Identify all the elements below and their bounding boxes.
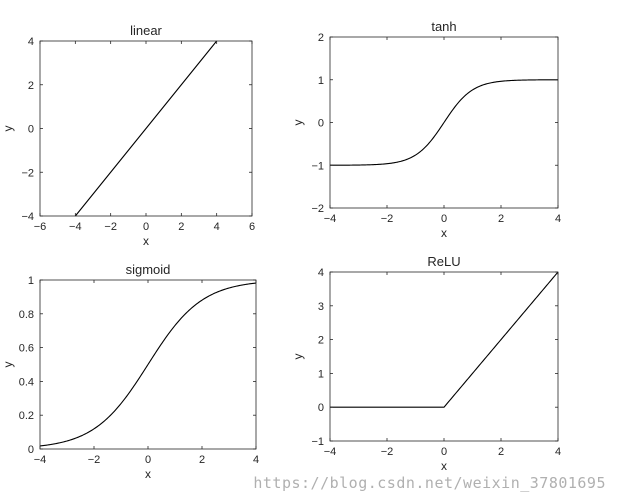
x-tick-label: −4 bbox=[69, 221, 82, 233]
subplot-sigmoid: −4 −2 0 2 4 0 0.2 0.4 0.6 0.8 1 sigmoid x y bbox=[1, 262, 259, 481]
y-tick-label: −1 bbox=[311, 436, 324, 448]
x-tick-label: 4 bbox=[214, 221, 220, 233]
y-tick-label: 1 bbox=[318, 75, 324, 87]
x-tick-label: 2 bbox=[498, 213, 504, 225]
x-tick-label: −6 bbox=[34, 221, 47, 233]
x-tick-label: −2 bbox=[381, 213, 394, 225]
y-tick-label: 4 bbox=[318, 267, 324, 279]
y-tick-label: −1 bbox=[311, 160, 324, 172]
x-tick-label: 2 bbox=[178, 221, 184, 233]
y-axis-label: y bbox=[1, 126, 15, 132]
x-tick-label: 4 bbox=[253, 454, 259, 466]
y-tick-label: 4 bbox=[28, 36, 34, 48]
y-tick-label: −2 bbox=[21, 167, 34, 179]
y-tick-label: 1 bbox=[28, 275, 34, 287]
chart-title: ReLU bbox=[427, 254, 460, 269]
x-tick-label: 0 bbox=[441, 446, 447, 458]
series-line-tanh bbox=[330, 79, 558, 166]
x-tick-label: 2 bbox=[199, 454, 205, 466]
y-axis-label: y bbox=[291, 120, 305, 126]
x-tick-label: −4 bbox=[324, 446, 337, 458]
y-axis-label: y bbox=[1, 362, 15, 368]
x-tick-label: 6 bbox=[249, 221, 255, 233]
x-axis-label: x bbox=[143, 234, 149, 248]
y-tick-label: 2 bbox=[318, 335, 324, 347]
y-tick-label: 0.4 bbox=[19, 376, 34, 388]
chart-title: linear bbox=[130, 23, 162, 38]
y-tick-label: −4 bbox=[21, 211, 34, 223]
x-tick-label: 2 bbox=[498, 446, 504, 458]
chart-title: sigmoid bbox=[126, 262, 171, 277]
x-tick-label: −2 bbox=[381, 446, 394, 458]
y-tick-label: 1 bbox=[318, 368, 324, 380]
y-tick-label: 0 bbox=[28, 124, 34, 136]
y-tick-label: 2 bbox=[318, 32, 324, 44]
y-tick-label: 0 bbox=[318, 402, 324, 414]
y-tick-label: 0 bbox=[318, 118, 324, 130]
x-tick-label: 0 bbox=[441, 213, 447, 225]
x-tick-label: 0 bbox=[145, 454, 151, 466]
y-tick-label: 0.8 bbox=[19, 309, 34, 321]
series-line-linear bbox=[74, 40, 218, 217]
x-tick-label: −2 bbox=[104, 221, 117, 233]
y-tick-label: 0.2 bbox=[19, 410, 34, 422]
y-tick-label: 2 bbox=[28, 80, 34, 92]
x-tick-label: 4 bbox=[555, 213, 561, 225]
x-axis-label: x bbox=[441, 459, 447, 473]
y-tick-label: 3 bbox=[318, 301, 324, 313]
watermark-text: https://blog.csdn.net/weixin_37801695 bbox=[253, 474, 606, 492]
series-line-sigmoid bbox=[39, 282, 257, 447]
x-tick-label: −2 bbox=[88, 454, 101, 466]
chart-title: tanh bbox=[431, 19, 456, 34]
series-line-relu bbox=[330, 271, 559, 408]
x-tick-label: −4 bbox=[324, 213, 337, 225]
y-tick-label: 0.6 bbox=[19, 343, 34, 355]
subplot-relu: −4 −2 0 2 4 −1 0 1 2 3 4 ReLU x y bbox=[291, 254, 561, 473]
y-tick-label: 0 bbox=[28, 444, 34, 456]
y-axis-label: y bbox=[291, 354, 305, 360]
x-tick-label: 0 bbox=[143, 221, 149, 233]
x-axis-label: x bbox=[441, 226, 447, 240]
x-tick-label: −4 bbox=[34, 454, 47, 466]
x-tick-label: 4 bbox=[555, 446, 561, 458]
y-tick-label: −2 bbox=[311, 203, 324, 215]
axes-box bbox=[329, 271, 559, 442]
x-axis-label: x bbox=[145, 467, 151, 481]
